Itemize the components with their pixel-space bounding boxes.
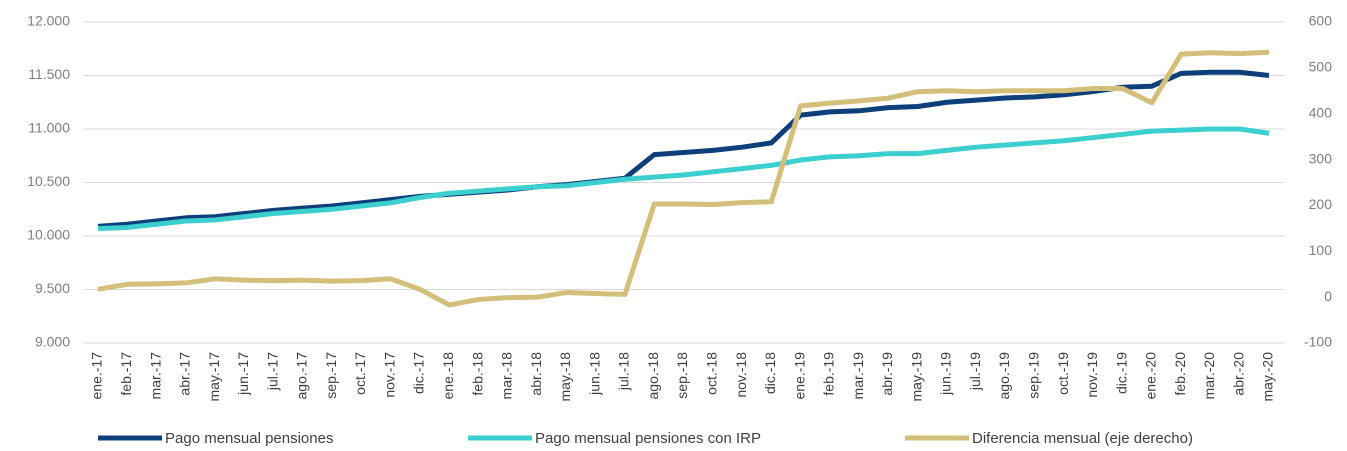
x-tick-label: mar.-20 [1201,352,1217,400]
y-tick-label: 12.000 [27,13,70,29]
legend-label: Diferencia mensual (eje derecho) [972,430,1193,447]
x-tick-label: oct.-17 [352,352,368,395]
y-tick-label: 11.500 [28,66,70,82]
x-tick-label: jun.-17 [235,352,251,396]
y2-tick-label: 200 [1309,196,1333,212]
x-tick-label: sep.-19 [1026,352,1042,399]
x-tick-label: oct.-18 [703,352,719,395]
x-tick-label: oct.-19 [1055,352,1071,395]
x-tick-label: dic.-19 [1113,352,1129,394]
x-tick-label: mar.-19 [850,352,866,400]
x-tick-label: feb.-20 [1172,352,1188,396]
x-tick-label: ene.-20 [1143,352,1159,400]
y-tick-label: 9.000 [35,334,70,350]
x-tick-label: feb.-19 [821,352,837,396]
y2-tick-label: 300 [1309,150,1333,166]
x-tick-label: abr.-17 [177,352,193,396]
y-tick-label: 10.500 [27,173,70,189]
y2-tick-label: 0 [1324,288,1332,304]
x-tick-label: feb.-17 [118,352,134,396]
x-tick-label: sep.-18 [674,352,690,399]
x-tick-label: ago.-19 [996,352,1012,400]
x-tick-label: dic.-17 [411,352,427,394]
y2-tick-label: 500 [1309,59,1333,75]
x-tick-label: mar.-17 [147,352,163,400]
series-line [97,126,1270,232]
x-tick-label: ene.-17 [89,352,105,400]
x-tick-label: jul.-19 [967,352,983,391]
x-tick-label: nov.-17 [381,352,397,398]
x-tick-label: abr.-18 [528,352,544,396]
y2-tick-label: -100 [1304,334,1332,350]
legend-label: Pago mensual pensiones [165,430,333,447]
y2-tick-label: 400 [1309,104,1333,120]
x-tick-label: mar.-18 [499,352,515,400]
x-tick-label: may.-18 [557,352,573,402]
x-tick-label: may.-19 [908,352,924,402]
x-tick-label: nov.-19 [1084,352,1100,398]
x-tick-label: may.-20 [1260,352,1276,402]
series-line [97,49,1270,308]
x-tick-label: ene.-19 [791,352,807,400]
y-tick-label: 10.000 [27,227,70,243]
y-tick-label: 9.500 [35,280,70,296]
x-tick-label: jul.-17 [264,352,280,391]
series-line [97,69,1270,229]
x-tick-label: jul.-18 [616,352,632,391]
x-tick-label: abr.-20 [1230,352,1246,396]
y-tick-label: 11.000 [28,120,70,136]
x-tick-label: ene.-18 [440,352,456,400]
x-tick-label: feb.-18 [469,352,485,396]
x-tick-label: ago.-17 [294,352,310,400]
x-tick-label: dic.-18 [762,352,778,394]
y2-tick-label: 100 [1309,242,1333,258]
x-tick-label: sep.-17 [323,352,339,399]
x-tick-label: jun.-19 [938,352,954,396]
legend-label: Pago mensual pensiones con IRP [535,430,761,447]
x-tick-label: may.-17 [206,352,222,402]
x-tick-label: nov.-18 [733,352,749,398]
x-tick-label: abr.-19 [879,352,895,396]
y2-tick-label: 600 [1309,13,1333,29]
x-tick-label: ago.-18 [645,352,661,400]
x-tick-label: jun.-18 [586,352,602,396]
